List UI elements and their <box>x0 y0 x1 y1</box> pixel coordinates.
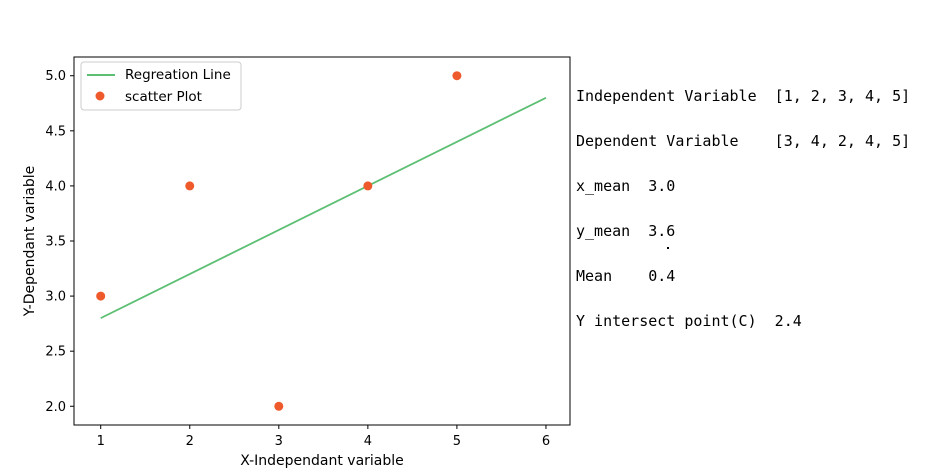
legend: Regreation Line scatter Plot <box>80 61 242 111</box>
info-y-intersect: Y intersect point(C) 2.4 <box>576 312 802 330</box>
scatter-point <box>185 181 195 191</box>
x-axis-label: X-Independant variable <box>240 453 404 469</box>
legend-label-regression-line: Regreation Line <box>125 67 231 83</box>
y-tick-label: 4.0 <box>45 179 66 194</box>
y-axis-ticks: 2.0 2.5 3.0 3.5 4.0 4.5 5.0 <box>45 69 74 415</box>
x-tick-label: 4 <box>364 434 372 449</box>
y-tick-label: 4.5 <box>45 124 66 139</box>
x-axis-ticks: 1 2 3 4 5 6 <box>97 425 550 449</box>
x-tick-label: 3 <box>275 434 283 449</box>
scatter-point <box>363 181 373 191</box>
info-dependent-variable: Dependent Variable [3, 4, 2, 4, 5] <box>576 132 911 150</box>
scatter-point <box>452 71 462 81</box>
stray-dot <box>667 247 669 249</box>
plot-area <box>73 56 571 426</box>
y-tick-label: 5.0 <box>45 69 66 84</box>
x-tick-label: 5 <box>453 434 461 449</box>
info-panel: Independent Variable [1, 2, 3, 4, 5] Dep… <box>576 59 910 344</box>
y-tick-label: 2.5 <box>45 345 66 360</box>
scatter-point <box>96 291 106 301</box>
legend-box <box>80 61 242 111</box>
y-tick-label: 2.0 <box>45 400 66 415</box>
info-mean: Mean 0.4 <box>576 267 676 285</box>
info-independent-variable: Independent Variable [1, 2, 3, 4, 5] <box>576 87 911 105</box>
y-tick-label: 3.0 <box>45 290 66 305</box>
x-tick-label: 2 <box>186 434 194 449</box>
info-x-mean: x_mean 3.0 <box>576 177 676 195</box>
y-tick-label: 3.5 <box>45 235 66 250</box>
x-tick-label: 6 <box>542 434 550 449</box>
regression-line <box>100 96 547 319</box>
legend-swatch-scatter-plot <box>95 91 105 101</box>
legend-label-scatter-plot: scatter Plot <box>125 89 202 105</box>
y-axis-label: Y-Dependant variable <box>22 166 38 317</box>
x-tick-label: 1 <box>97 434 105 449</box>
chart-marks <box>96 71 547 411</box>
scatter-point <box>274 401 284 411</box>
info-y-mean: y_mean 3.6 <box>576 222 676 240</box>
